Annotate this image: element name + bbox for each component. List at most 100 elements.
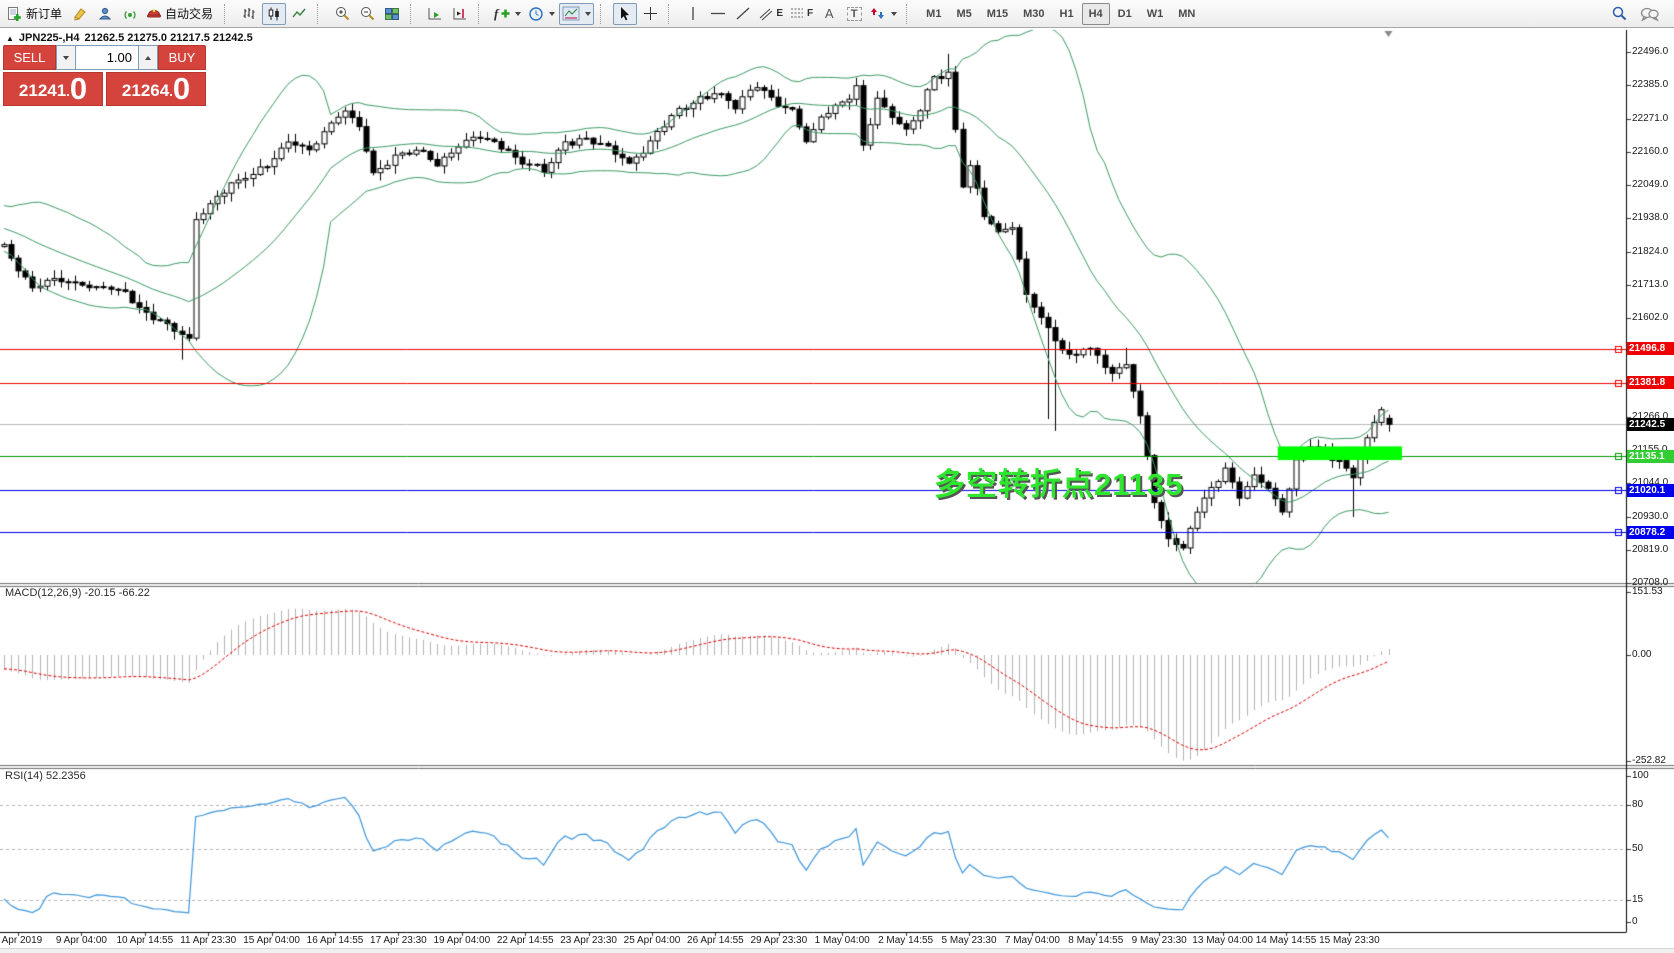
- fibonacci-button[interactable]: F: [787, 3, 816, 25]
- periods-button[interactable]: [525, 3, 558, 25]
- chat-button[interactable]: [1637, 3, 1662, 25]
- rsi-axis-tick: 100: [1632, 770, 1649, 781]
- new-order-label: 新订单: [26, 7, 63, 21]
- dropdown-caret: [515, 11, 522, 16]
- time-axis-label: 11 Apr 23:30: [180, 935, 237, 946]
- channel-button[interactable]: E: [756, 3, 786, 25]
- crosshair-icon: [643, 7, 657, 20]
- one-click-trade-panel: SELL BUY 21241 . 0 21264 . 0: [3, 45, 206, 106]
- vertical-line-icon: [692, 7, 695, 20]
- main-toolbar: 新订单 自动交易: [0, 0, 1674, 28]
- auto-scroll-button[interactable]: [423, 3, 447, 25]
- current-price-badge: 21242.5: [1627, 417, 1674, 431]
- collapse-arrow-icon[interactable]: ▲: [6, 33, 14, 43]
- time-axis-label: 19 Apr 04:00: [433, 935, 491, 946]
- signals-button[interactable]: [118, 3, 142, 25]
- timeframe-h4-button[interactable]: H4: [1081, 2, 1110, 25]
- timeframe-m1-button[interactable]: M1: [926, 7, 942, 20]
- buy-button[interactable]: BUY: [158, 45, 206, 70]
- channel-lines-icon: [760, 8, 773, 21]
- text-label-button[interactable]: T: [842, 3, 866, 25]
- channel-e-glyph: E: [776, 7, 784, 19]
- chart-shift-button[interactable]: [448, 3, 472, 25]
- indicators-button[interactable]: f: [491, 3, 524, 25]
- tile-windows-button[interactable]: [380, 3, 404, 25]
- timeframe-mn-button[interactable]: MN: [1178, 7, 1196, 20]
- timeframe-m5-button[interactable]: M5: [956, 7, 972, 20]
- candles-chart-icon: [268, 7, 279, 20]
- toolbar-grip: [906, 3, 914, 24]
- fibonacci-f-glyph: F: [807, 7, 814, 19]
- chat-bubbles-icon: [1640, 7, 1659, 21]
- volume-input[interactable]: [76, 45, 138, 70]
- time-axis-label: 17 Apr 23:30: [370, 935, 427, 946]
- fibonacci-icon: [791, 8, 804, 18]
- new-order-button[interactable]: 新订单: [4, 3, 67, 25]
- rsi-axis-tick: 50: [1632, 843, 1644, 854]
- price-axis-tick: 20930.0: [1632, 511, 1669, 523]
- time-axis-label: 10 Apr 14:55: [116, 935, 174, 946]
- price-axis-tick: 21824.0: [1632, 245, 1669, 257]
- rsi-axis-tick: 80: [1632, 799, 1644, 811]
- clock-icon: [529, 6, 544, 21]
- sell-price-dot: .: [66, 84, 70, 99]
- community-button[interactable]: [93, 3, 117, 25]
- auto-trading-icon: [146, 6, 162, 22]
- price-axis-tick: 21602.0: [1632, 311, 1669, 323]
- time-axis-label: 23 Apr 23:30: [560, 935, 617, 946]
- templates-button[interactable]: [559, 2, 595, 25]
- sell-button[interactable]: SELL: [3, 45, 56, 70]
- chart-candles-button[interactable]: [262, 2, 287, 25]
- time-axis-label: 5 May 23:30: [941, 935, 997, 946]
- price-axis-tick: 22385.0: [1632, 78, 1669, 90]
- text-a-icon: A: [824, 5, 834, 21]
- price-axis-tick: 21938.0: [1632, 211, 1669, 223]
- zoom-in-button[interactable]: [330, 3, 354, 25]
- volume-increase-button[interactable]: [138, 45, 158, 70]
- buy-price-box[interactable]: 21264 . 0: [106, 72, 206, 106]
- macd-label: MACD(12,26,9) -20.15 -66.22: [5, 587, 150, 599]
- template-icon: [562, 6, 580, 21]
- cursor-button[interactable]: [613, 2, 638, 25]
- timeframe-d1-button[interactable]: D1: [1117, 7, 1132, 20]
- timeframe-m30-button[interactable]: M30: [1023, 7, 1045, 20]
- brush-tool-button[interactable]: [68, 3, 92, 25]
- buy-price-main: 21264: [121, 81, 170, 100]
- sell-price-box[interactable]: 21241 . 0: [3, 72, 103, 106]
- timeframe-h1-button[interactable]: H1: [1059, 7, 1074, 20]
- toolbar-grip: [478, 3, 486, 24]
- arrows-button[interactable]: [867, 3, 900, 25]
- macd-axis-tick: 0.00: [1632, 649, 1652, 660]
- symbol-ohlc: 21262.5 21275.0 21217.5 21242.5: [84, 32, 253, 44]
- crosshair-button[interactable]: [638, 3, 662, 25]
- timeframe-m15-button[interactable]: M15: [986, 7, 1009, 20]
- chart-line-button[interactable]: [287, 3, 311, 25]
- search-icon: [1612, 6, 1626, 21]
- price-axis-tick: 21044.0: [1632, 477, 1669, 489]
- trendline-button[interactable]: [731, 3, 755, 25]
- search-button[interactable]: [1607, 3, 1631, 25]
- time-axis-label: 8 May 14:55: [1068, 935, 1124, 946]
- timeframe-w1-button[interactable]: W1: [1146, 7, 1164, 20]
- cursor-arrow-icon: [620, 7, 629, 21]
- vertical-line-button[interactable]: [681, 3, 705, 25]
- zoom-out-button[interactable]: [355, 3, 379, 25]
- price-level-badge: 21135.1: [1627, 449, 1674, 463]
- dropdown-caret: [891, 11, 898, 16]
- chart-bars-button[interactable]: [237, 3, 261, 25]
- text-label-t-icon: T: [846, 6, 862, 21]
- time-axis-label: 1 May 04:00: [814, 935, 870, 946]
- trendline-icon: [736, 7, 750, 20]
- text-button[interactable]: A: [817, 3, 841, 25]
- rsi-label: RSI(14) 52.2356: [5, 770, 86, 782]
- price-axis-tick: 22496.0: [1632, 46, 1669, 57]
- auto-scroll-icon: [428, 7, 442, 19]
- symbol-info[interactable]: ▲ JPN225-,H4 21262.5 21275.0 21217.5 212…: [6, 32, 253, 44]
- auto-trading-button[interactable]: 自动交易: [143, 3, 218, 25]
- time-axis-label: 15 May 23:30: [1319, 935, 1380, 946]
- volume-decrease-button[interactable]: [56, 45, 76, 70]
- chart-annotation[interactable]: 多空转折点21135: [934, 467, 1184, 502]
- time-axis-label: 14 May 14:55: [1255, 935, 1317, 946]
- horizontal-line-button[interactable]: [706, 3, 730, 25]
